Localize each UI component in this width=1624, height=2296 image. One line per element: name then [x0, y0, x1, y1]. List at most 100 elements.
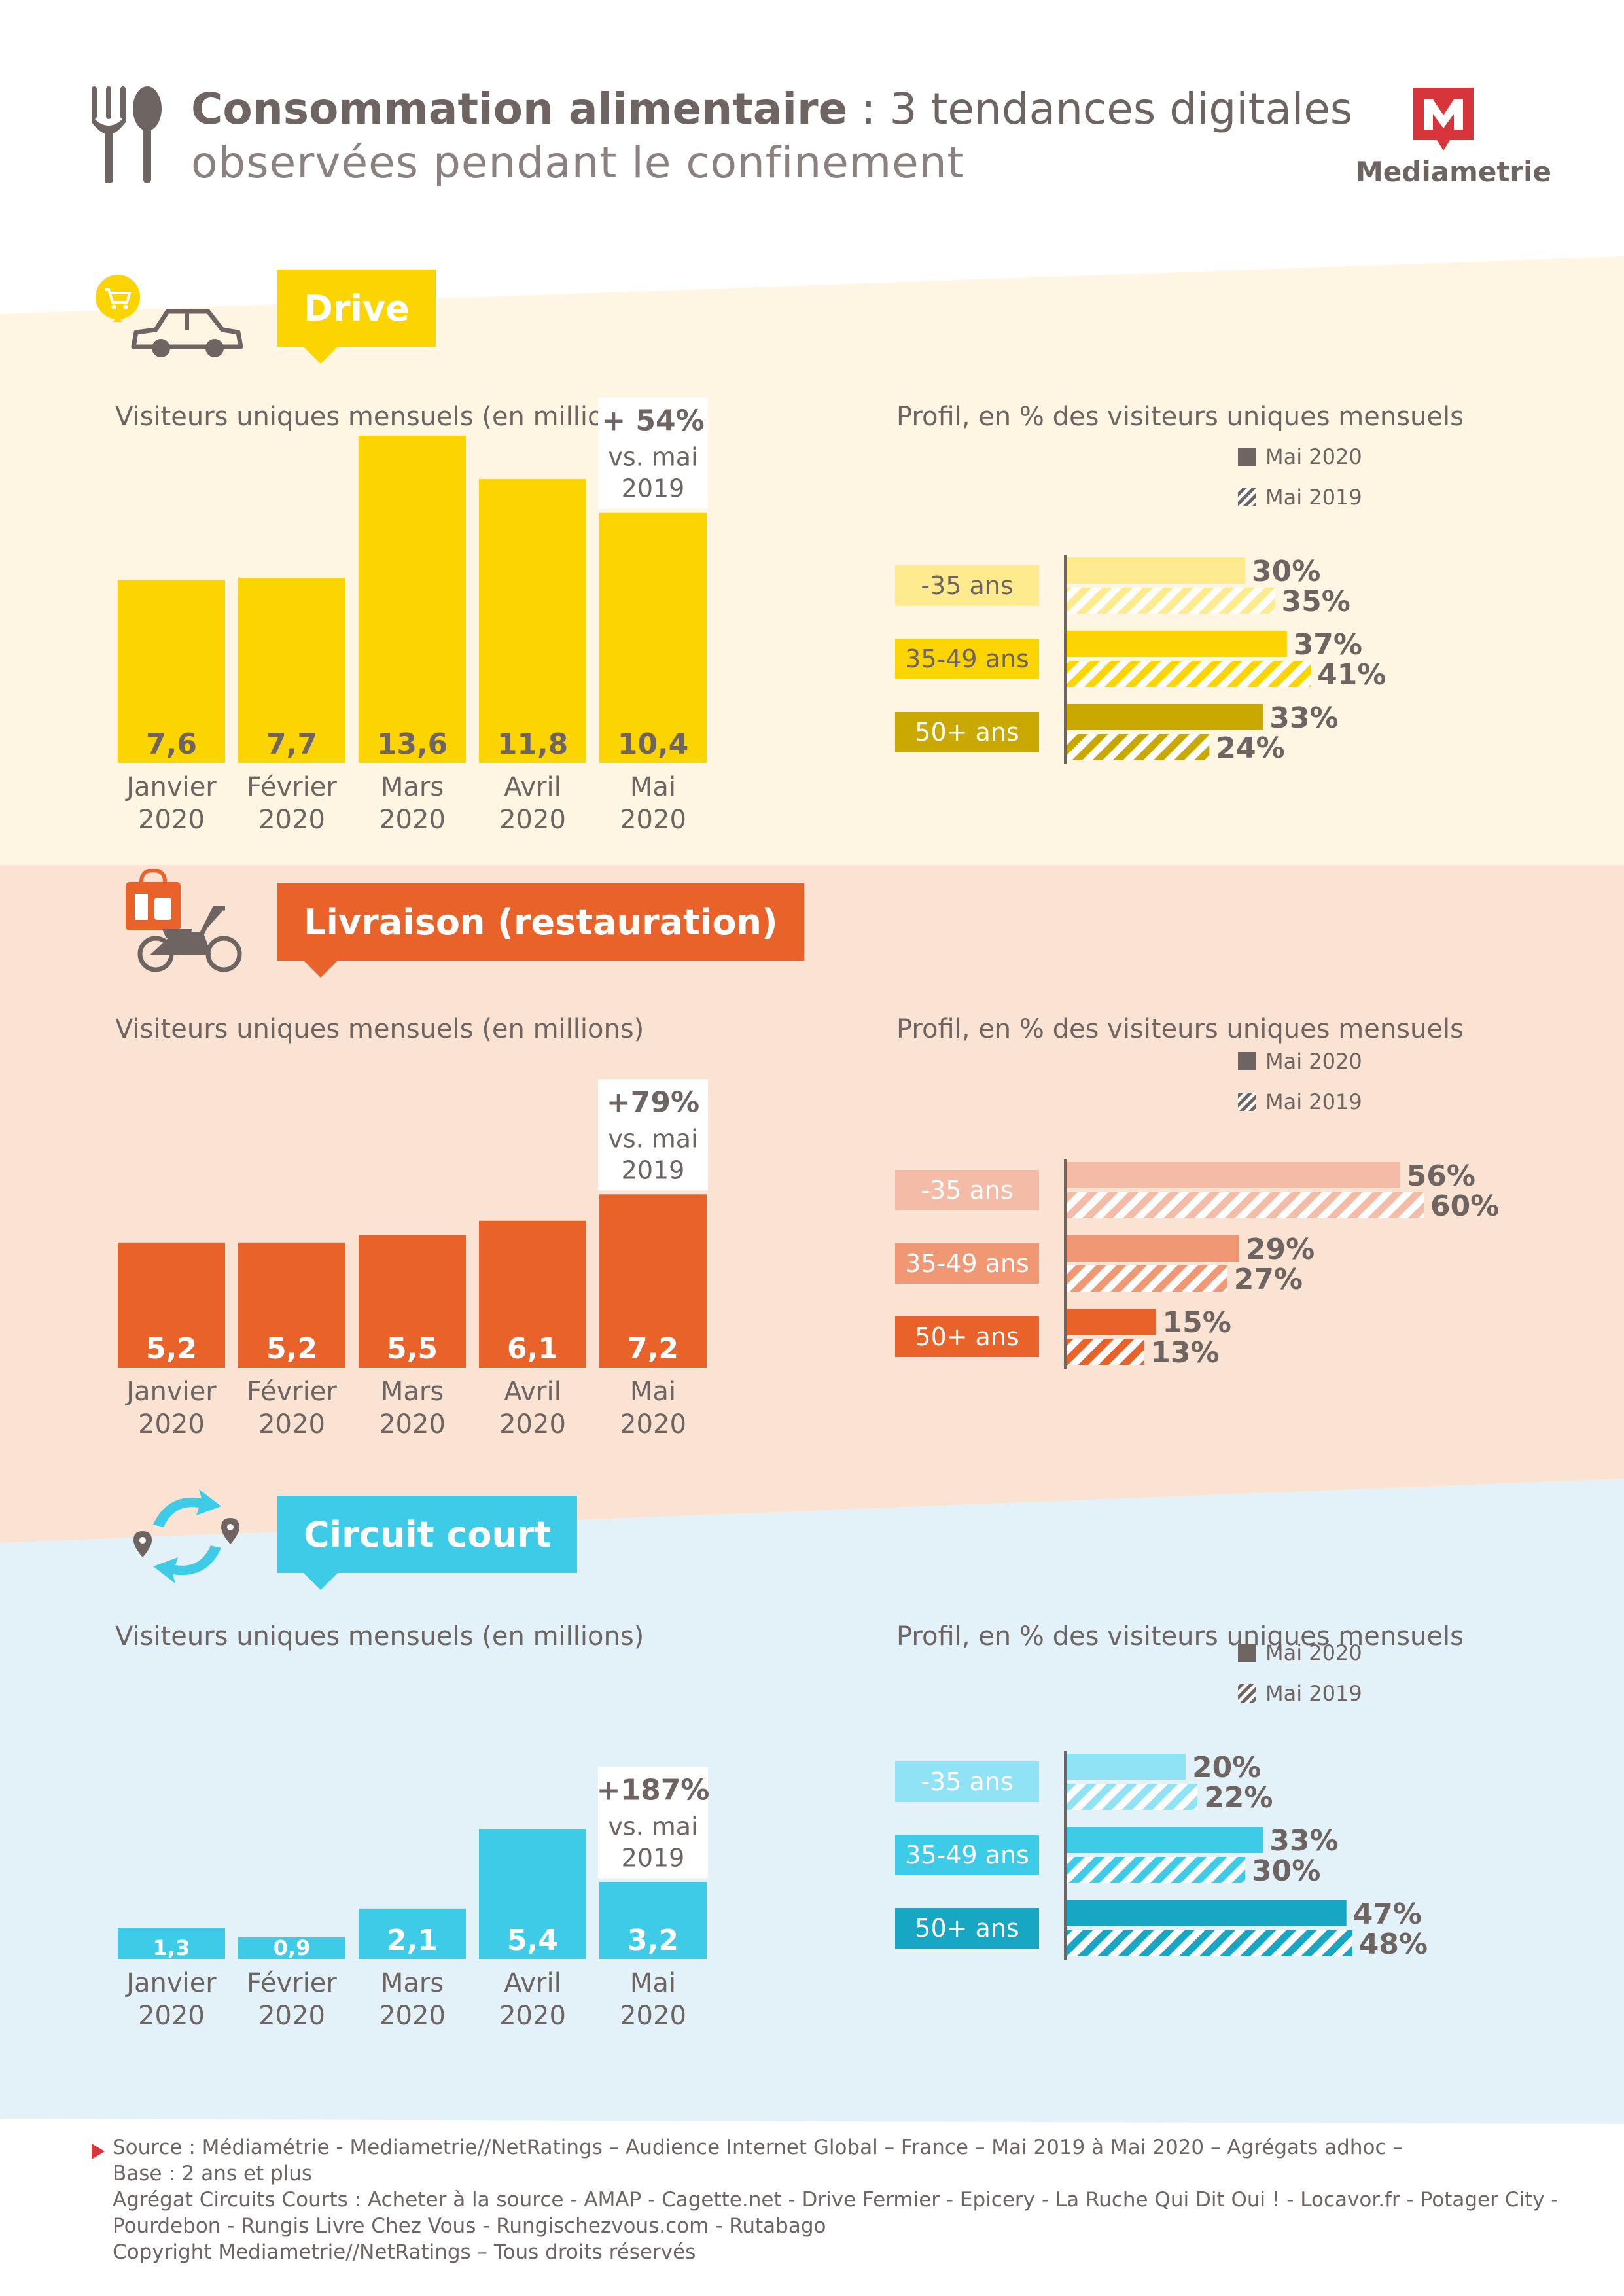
legend-label-2019-livraison: Mai 2019 — [1265, 1089, 1362, 1114]
bar-drive-4 — [599, 513, 707, 763]
profile-value-livraison-0-0: 56% — [1407, 1159, 1475, 1193]
bar-value-livraison-1: 5,2 — [266, 1332, 317, 1366]
tick-year-livraison-3: 2020 — [499, 1409, 566, 1439]
profile-value-circuit-1-0: 33% — [1269, 1824, 1338, 1858]
callout-change-circuit: +187% — [597, 1773, 710, 1807]
bar-value-drive-2: 13,6 — [377, 728, 448, 761]
bar-value-circuit-2: 2,1 — [387, 1924, 438, 1957]
legend-swatch-2020-circuit — [1238, 1644, 1256, 1662]
tick-month-drive-0: Janvier — [124, 772, 217, 802]
profile-value-drive-1-0: 37% — [1294, 628, 1362, 662]
footer-line-5: Copyright Mediametrie//NetRatings – Tous… — [113, 2240, 696, 2264]
bar-value-circuit-0: 1,3 — [153, 1935, 190, 1960]
footer-line-3: Agrégat Circuits Courts : Acheter à la s… — [113, 2188, 1559, 2212]
callout-change-livraison: +79% — [607, 1086, 699, 1119]
profile-value-circuit-1-1: 30% — [1252, 1854, 1320, 1888]
legend-label-2020-circuit: Mai 2020 — [1265, 1640, 1362, 1665]
profile-value-circuit-0-1: 22% — [1204, 1781, 1273, 1814]
callout-year-livraison: 2019 — [622, 1156, 685, 1184]
callout-vs-drive: vs. mai — [608, 443, 697, 472]
tick-month-drive-2: Mars — [381, 772, 444, 802]
profile-value-livraison-2-0: 15% — [1163, 1306, 1231, 1339]
age-label-circuit-1: 35-49 ans — [905, 1841, 1029, 1869]
tick-year-drive-2: 2020 — [379, 805, 446, 835]
tick-year-circuit-3: 2020 — [499, 2001, 566, 2031]
profile-bar-livraison-0-0 — [1067, 1162, 1400, 1188]
profile-value-drive-2-1: 24% — [1216, 732, 1284, 765]
bar-drive-2 — [359, 436, 466, 763]
tick-year-drive-3: 2020 — [499, 805, 566, 835]
profile-bar-livraison-1-0 — [1067, 1235, 1239, 1262]
tick-month-livraison-4: Mai — [630, 1377, 676, 1407]
tick-year-circuit-0: 2020 — [138, 2001, 205, 2031]
tick-year-livraison-4: 2020 — [620, 1409, 686, 1439]
bar-value-circuit-4: 3,2 — [627, 1924, 679, 1957]
profile-value-livraison-1-1: 27% — [1234, 1263, 1303, 1296]
bar-drive-3 — [479, 479, 586, 763]
profile-bar-drive-2-1 — [1067, 734, 1209, 760]
tick-year-circuit-1: 2020 — [258, 2001, 325, 2031]
profile-value-drive-0-1: 35% — [1282, 585, 1350, 618]
profile-value-livraison-1-0: 29% — [1246, 1233, 1315, 1266]
bar-value-drive-0: 7,6 — [146, 728, 197, 761]
legend-label-2020-livraison: Mai 2020 — [1265, 1049, 1362, 1074]
profile-bar-circuit-2-0 — [1067, 1900, 1347, 1926]
profile-bar-drive-1-1 — [1067, 661, 1311, 687]
tick-year-drive-1: 2020 — [258, 805, 325, 835]
tick-month-drive-1: Février — [247, 772, 337, 802]
profile-value-circuit-0-0: 20% — [1192, 1751, 1261, 1784]
tick-month-livraison-2: Mars — [381, 1377, 444, 1407]
legend-label-2020-drive: Mai 2020 — [1265, 444, 1362, 469]
tick-month-circuit-3: Avril — [504, 1968, 561, 1998]
profile-bar-circuit-0-1 — [1067, 1784, 1197, 1810]
tick-year-drive-0: 2020 — [138, 805, 205, 835]
profile-value-drive-0-0: 30% — [1252, 555, 1320, 588]
bar-value-livraison-2: 5,5 — [387, 1332, 438, 1366]
profile-bar-circuit-1-1 — [1067, 1857, 1245, 1883]
profile-bar-circuit-0-0 — [1067, 1754, 1186, 1780]
footer-line-2: Base : 2 ans et plus — [113, 2162, 312, 2185]
tick-month-livraison-0: Janvier — [124, 1377, 217, 1407]
callout-vs-livraison: vs. mai — [608, 1124, 697, 1153]
bar-value-circuit-3: 5,4 — [507, 1924, 558, 1957]
profile-value-drive-2-0: 33% — [1269, 701, 1338, 735]
profile-bar-livraison-0-1 — [1067, 1192, 1424, 1218]
footer-arrow-icon — [92, 2144, 105, 2159]
profile-bar-circuit-2-1 — [1067, 1930, 1352, 1956]
profile-value-circuit-2-1: 48% — [1359, 1928, 1428, 1961]
tick-year-circuit-4: 2020 — [620, 2001, 686, 2031]
legend-swatch-2019-livraison — [1238, 1093, 1256, 1111]
bar-value-livraison-4: 7,2 — [627, 1332, 679, 1366]
bar-value-drive-4: 10,4 — [618, 728, 689, 761]
profile-value-drive-1-1: 41% — [1317, 658, 1386, 692]
age-label-livraison-2: 50+ ans — [915, 1322, 1019, 1351]
legend-swatch-2020-drive — [1238, 448, 1256, 466]
age-label-drive-1: 35-49 ans — [905, 645, 1029, 673]
profile-bar-drive-1-0 — [1067, 631, 1287, 657]
tick-month-circuit-0: Janvier — [124, 1968, 217, 1998]
tick-year-livraison-0: 2020 — [138, 1409, 205, 1439]
profile-value-livraison-2-1: 13% — [1150, 1336, 1219, 1369]
profile-bar-circuit-1-0 — [1067, 1827, 1263, 1853]
tick-year-circuit-2: 2020 — [379, 2001, 446, 2031]
bar-value-drive-1: 7,7 — [266, 728, 317, 761]
age-label-drive-2: 50+ ans — [915, 718, 1019, 747]
tick-month-drive-3: Avril — [504, 772, 561, 802]
tick-month-livraison-1: Février — [247, 1377, 337, 1407]
legend-swatch-2019-circuit — [1238, 1684, 1256, 1703]
tick-year-drive-4: 2020 — [620, 805, 686, 835]
legend-swatch-2020-livraison — [1238, 1052, 1256, 1070]
profile-bar-livraison-2-1 — [1067, 1339, 1144, 1365]
profile-value-circuit-2-0: 47% — [1353, 1898, 1422, 1931]
profile-bar-drive-2-0 — [1067, 704, 1263, 730]
callout-change-drive: + 54% — [601, 404, 705, 438]
tick-month-livraison-3: Avril — [504, 1377, 561, 1407]
profile-value-livraison-0-1: 60% — [1430, 1190, 1499, 1223]
bar-value-livraison-3: 6,1 — [507, 1332, 558, 1366]
tick-month-circuit-4: Mai — [630, 1968, 676, 1998]
bar-value-livraison-0: 5,2 — [146, 1332, 197, 1366]
charts-layer: 7,6Janvier20207,7Février202013,6Mars2020… — [0, 0, 1624, 2296]
age-label-circuit-0: -35 ans — [921, 1767, 1013, 1796]
profile-bar-drive-0-1 — [1067, 588, 1275, 614]
callout-year-drive: 2019 — [622, 474, 685, 503]
